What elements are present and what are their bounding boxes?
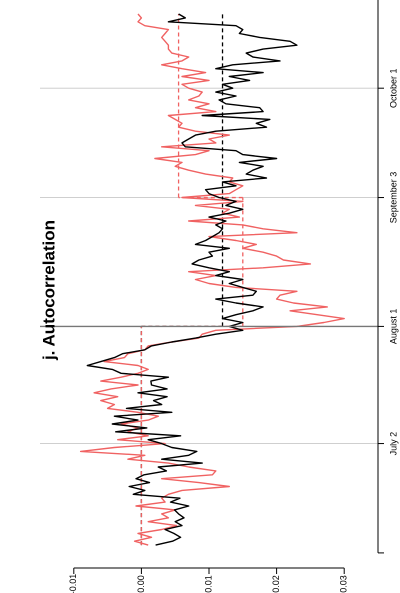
- value-tick-label-1: 0.02: [271, 575, 281, 593]
- date-tick-label-4: October 1: [388, 68, 398, 108]
- value-tick-label-2: 0.01: [203, 575, 213, 593]
- chart-title: j. Autocorrelation: [39, 220, 58, 361]
- date-tick-label-3: September 3: [388, 172, 398, 224]
- series-line-0: [86, 13, 298, 546]
- series-line-1: [79, 13, 345, 546]
- month-gridlines: [40, 87, 378, 444]
- value-tick-label-4: -0.01: [68, 574, 78, 593]
- value-tick-label-3: 0.00: [136, 575, 146, 593]
- date-axis: July 2 August 1 September 3 October 1: [378, 68, 398, 554]
- value-axis: 0.03 0.02 0.01 0.00 -0.01: [68, 568, 349, 593]
- value-tick-label-0: 0.03: [339, 575, 349, 593]
- series-lines: [79, 13, 345, 546]
- date-tick-label-2: August 1: [388, 309, 398, 345]
- date-tick-label-1: July 2: [388, 432, 398, 456]
